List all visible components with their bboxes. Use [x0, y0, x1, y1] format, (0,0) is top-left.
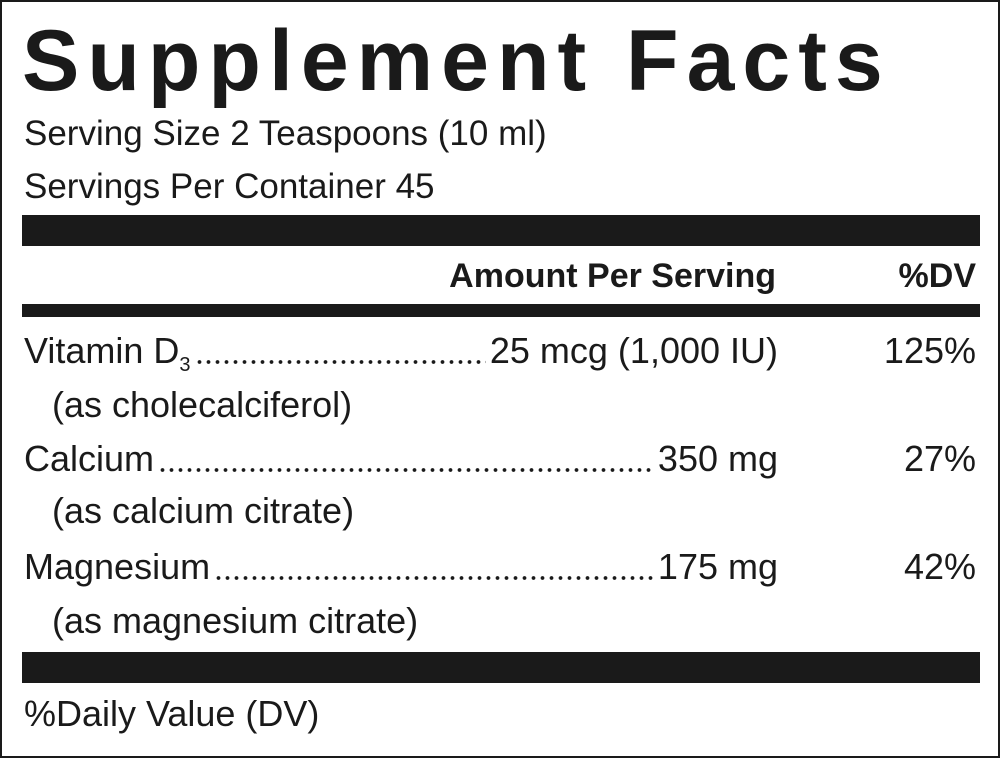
nutrient-name: Magnesium: [24, 546, 211, 587]
nutrient-row: Vitamin D3 25 mcg (1,000 IU): [24, 328, 778, 388]
thick-divider: [22, 652, 980, 683]
servings-per-container: Servings Per Container 45: [24, 167, 435, 206]
nutrient-row: Magnesium 175 mg: [24, 544, 778, 590]
dot-leader: [214, 544, 654, 590]
nutrient-dv: 27%: [903, 438, 976, 479]
nutrient-row: Calcium 350 mg: [24, 436, 778, 482]
panel-title: Supplement Facts: [22, 13, 891, 109]
nutrient-amount: 350 mg: [657, 438, 778, 479]
nutrient-source: (as cholecalciferol): [52, 384, 353, 425]
nutrient-name: Vitamin D3: [24, 330, 191, 377]
serving-size: Serving Size 2 Teaspoons (10 ml): [24, 114, 547, 153]
nutrient-source: (as calcium citrate): [52, 490, 355, 531]
dot-leader: [194, 328, 486, 374]
amount-header: Amount Per Serving: [449, 257, 776, 295]
dv-header: %DV: [898, 257, 976, 295]
nutrient-amount: 25 mcg (1,000 IU): [489, 330, 778, 371]
nutrient-source: (as magnesium citrate): [52, 600, 419, 641]
thick-divider: [22, 215, 980, 246]
footer-note: %Daily Value (DV): [24, 693, 320, 734]
nutrient-dv: 42%: [903, 546, 976, 587]
nutrient-dv: 125%: [883, 330, 976, 371]
dot-leader: [158, 436, 654, 482]
nutrient-amount: 175 mg: [657, 546, 778, 587]
nutrient-name: Calcium: [24, 438, 155, 479]
medium-divider: [22, 304, 980, 317]
